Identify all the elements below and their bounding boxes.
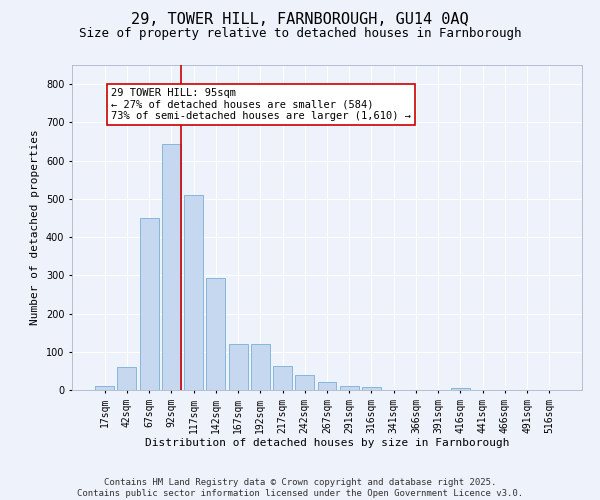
Bar — [340, 386, 359, 390]
Y-axis label: Number of detached properties: Number of detached properties — [31, 130, 40, 326]
Bar — [140, 218, 158, 390]
X-axis label: Distribution of detached houses by size in Farnborough: Distribution of detached houses by size … — [145, 438, 509, 448]
Bar — [451, 388, 470, 390]
Bar — [251, 344, 270, 390]
Text: Contains HM Land Registry data © Crown copyright and database right 2025.
Contai: Contains HM Land Registry data © Crown c… — [77, 478, 523, 498]
Bar — [273, 366, 292, 390]
Text: 29, TOWER HILL, FARNBOROUGH, GU14 0AQ: 29, TOWER HILL, FARNBOROUGH, GU14 0AQ — [131, 12, 469, 28]
Text: Size of property relative to detached houses in Farnborough: Size of property relative to detached ho… — [79, 28, 521, 40]
Bar — [184, 195, 203, 390]
Bar — [162, 144, 181, 390]
Bar — [317, 382, 337, 390]
Bar — [206, 278, 225, 390]
Text: 29 TOWER HILL: 95sqm
← 27% of detached houses are smaller (584)
73% of semi-deta: 29 TOWER HILL: 95sqm ← 27% of detached h… — [112, 88, 412, 121]
Bar — [229, 344, 248, 390]
Bar — [118, 367, 136, 390]
Bar — [295, 374, 314, 390]
Bar — [95, 386, 114, 390]
Bar — [362, 387, 381, 390]
